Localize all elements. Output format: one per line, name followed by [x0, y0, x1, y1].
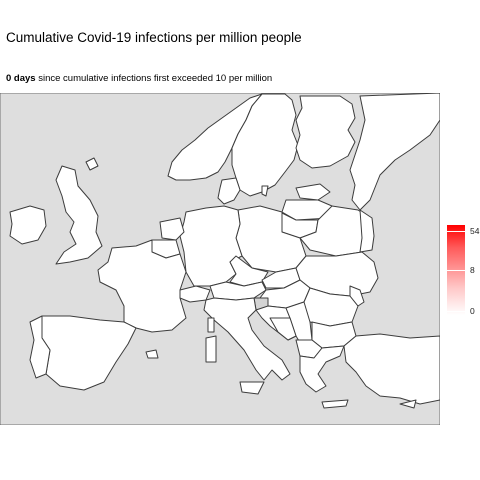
country-italy [203, 297, 291, 381]
legend-tick-mark-high [447, 231, 465, 232]
country-bosnia [269, 317, 297, 341]
country-denmark [217, 177, 241, 205]
subtitle-text: since cumulative infections first exceed… [35, 73, 273, 84]
country-germany [179, 205, 243, 287]
country-russia-north [349, 93, 440, 211]
island-sicily [239, 381, 265, 395]
legend-tick-high: 54 [470, 226, 480, 236]
country-russia-west [359, 209, 375, 253]
country-greece [299, 345, 345, 393]
country-ireland [9, 205, 47, 245]
country-portugal [29, 315, 51, 379]
island-mallorca [145, 349, 159, 359]
country-moldova [349, 285, 365, 307]
island-cyprus [399, 399, 417, 409]
country-uk [55, 165, 103, 265]
country-netherlands [159, 217, 185, 241]
island-sardinia [205, 335, 217, 363]
legend-tick-mid: 8 [470, 265, 475, 275]
map-subtitle: 0 days since cumulative infections first… [6, 73, 272, 84]
europe-map [0, 93, 440, 425]
country-estonia [295, 183, 331, 201]
legend-tick-low: 0 [470, 306, 475, 316]
map-title: Cumulative Covid-19 infections per milli… [6, 30, 302, 45]
country-finland [295, 95, 356, 169]
country-france [97, 239, 187, 333]
country-turkey [343, 333, 440, 405]
island-gotland [261, 185, 269, 197]
legend-tick-mark-low [447, 311, 465, 312]
island-corsica [207, 317, 215, 333]
legend-tick-mark-mid [447, 270, 465, 271]
island-crete [321, 399, 349, 409]
island-north [85, 157, 99, 171]
days-count: 0 days [6, 73, 36, 84]
country-switzerland [179, 285, 211, 303]
